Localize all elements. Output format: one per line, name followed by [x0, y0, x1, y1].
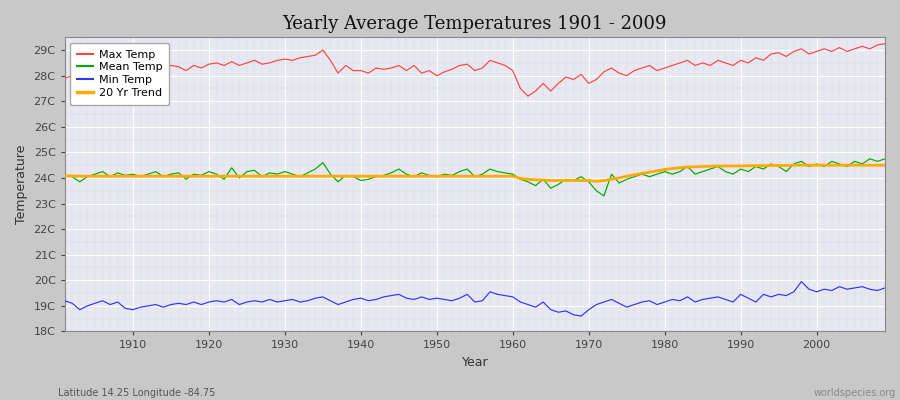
Legend: Max Temp, Mean Temp, Min Temp, 20 Yr Trend: Max Temp, Mean Temp, Min Temp, 20 Yr Tre…	[70, 43, 169, 104]
Title: Yearly Average Temperatures 1901 - 2009: Yearly Average Temperatures 1901 - 2009	[283, 15, 667, 33]
Y-axis label: Temperature: Temperature	[15, 145, 28, 224]
X-axis label: Year: Year	[462, 356, 488, 369]
Text: worldspecies.org: worldspecies.org	[814, 388, 896, 398]
Text: Latitude 14.25 Longitude -84.75: Latitude 14.25 Longitude -84.75	[58, 388, 216, 398]
